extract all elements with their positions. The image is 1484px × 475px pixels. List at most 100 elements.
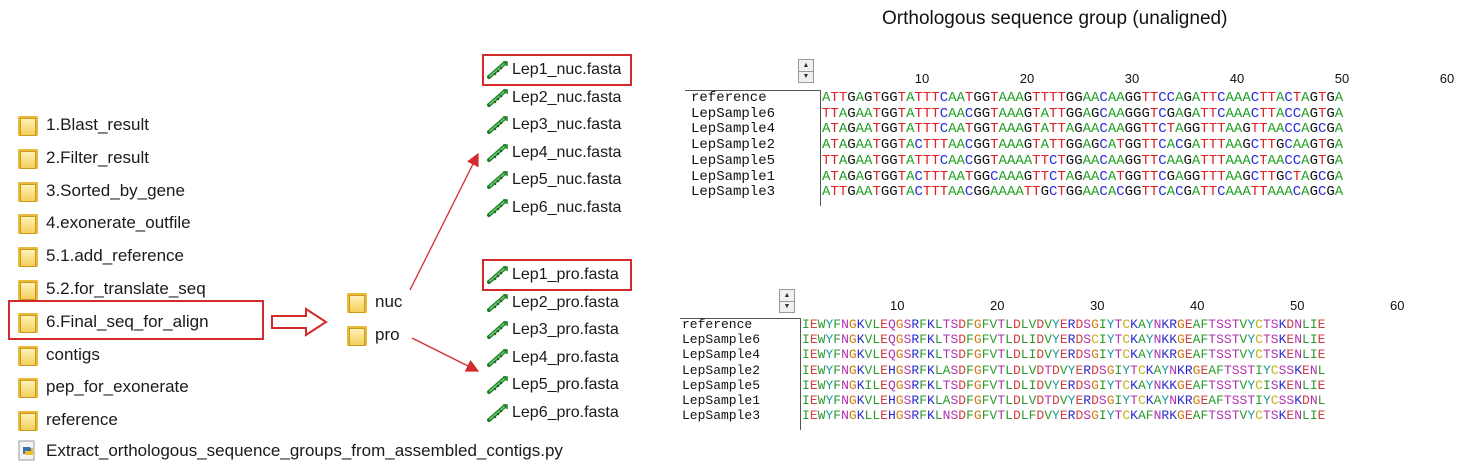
fasta-file-item[interactable]: Lep3_nuc.fasta — [487, 113, 621, 137]
folder-item[interactable]: 2.Filter_result — [18, 145, 149, 171]
folder-icon — [347, 324, 367, 346]
sequence-name[interactable]: LepSample6 — [682, 332, 761, 348]
sequence-row: IEWYFNGKILEQGSRFKLTSDFGFVTLDLIDVYERDSGIY… — [802, 377, 1326, 393]
fasta-file-item[interactable]: Lep2_pro.fasta — [487, 291, 619, 315]
fasta-file-icon — [487, 143, 508, 162]
scroll-spinner[interactable]: ▲ ▼ — [798, 59, 814, 83]
arrow-to-nuc-files — [409, 152, 479, 291]
folder-item[interactable]: pep_for_exonerate — [18, 374, 189, 400]
folder-icon — [18, 114, 38, 136]
fasta-file-icon — [487, 266, 508, 284]
fasta-file-label: Lep6_nuc.fasta — [512, 199, 622, 216]
sequence-name[interactable]: LepSample5 — [691, 152, 776, 169]
sequence-row: IEWYFNGKVLEQGSRFKLTSDFGFVTLDLVDVYERDSGIY… — [802, 317, 1326, 332]
fasta-file-label: Lep2_nuc.fasta — [512, 88, 622, 106]
fasta-file-icon — [487, 404, 508, 422]
folder-icon — [18, 376, 38, 399]
folder-item[interactable]: contigs — [18, 342, 100, 368]
folder-item[interactable]: 3.Sorted_by_gene — [18, 178, 185, 204]
highlight-final-seq-folder — [8, 300, 264, 340]
folder-item[interactable]: 5.2.for_translate_seq — [18, 276, 206, 302]
folder-icon — [347, 291, 367, 313]
sequence-name[interactable]: LepSample6 — [691, 105, 776, 122]
fasta-file-icon — [487, 293, 508, 312]
sequence-name[interactable]: LepSample2 — [691, 137, 776, 154]
ruler-label: 20 — [990, 298, 1005, 313]
folder-item[interactable]: 4.exonerate_outfile — [18, 210, 191, 236]
ruler-label: 30 — [1124, 71, 1140, 86]
fasta-file-label: Lep1_pro.fasta — [512, 266, 619, 283]
nucleotide-alignment-viewer[interactable]: ▲ ▼ 10 20 30 40 50 60 reference ATTGAGTGGTATTTCAA… — [685, 55, 1480, 215]
ruler-label: 50 — [1290, 298, 1305, 313]
fasta-file-label: Lep6_pro.fasta — [512, 404, 619, 421]
sequence-name[interactable]: reference — [691, 90, 767, 106]
python-script-label: Extract_orthologous_sequence_groups_from… — [46, 441, 563, 460]
fasta-file-label: Lep4_nuc.fasta — [512, 143, 622, 161]
spin-down-icon[interactable]: ▼ — [783, 303, 791, 310]
hollow-right-arrow-icon — [271, 307, 328, 337]
fasta-file-item[interactable]: Lep3_pro.fasta — [487, 318, 619, 342]
folder-item[interactable]: 1.Blast_result — [18, 112, 149, 138]
alignment-heading: Orthologous sequence group (unaligned) — [882, 8, 1228, 29]
folder-item[interactable]: reference — [18, 407, 118, 433]
fasta-file-label: Lep4_pro.fasta — [512, 348, 619, 366]
subfolder-item-pro[interactable]: pro — [347, 322, 400, 348]
sequence-name[interactable]: LepSample2 — [682, 362, 761, 378]
spin-up-icon[interactable]: ▲ — [780, 290, 794, 302]
spin-down-icon[interactable]: ▼ — [802, 73, 810, 80]
sequence-names-panel — [680, 318, 801, 431]
fasta-file-label: Lep2_pro.fasta — [512, 293, 619, 311]
spin-up-icon[interactable]: ▲ — [799, 60, 813, 72]
fasta-file-icon — [487, 321, 508, 340]
fasta-file-label: Lep5_nuc.fasta — [512, 171, 622, 189]
fasta-file-label: Lep3_nuc.fasta — [512, 116, 622, 134]
sequence-name[interactable]: LepSample3 — [682, 408, 761, 424]
folder-item[interactable]: 6.Final_seq_for_align — [18, 309, 209, 335]
folder-icon — [18, 311, 38, 333]
folder-icon — [18, 180, 38, 202]
fasta-file-label: Lep1_nuc.fasta — [512, 61, 622, 78]
ruler-label: 50 — [1334, 71, 1350, 86]
folder-label: contigs — [46, 344, 100, 364]
fasta-file-item[interactable]: Lep6_nuc.fasta — [487, 196, 621, 220]
folder-icon — [18, 212, 38, 235]
sequence-name[interactable]: LepSample1 — [682, 393, 761, 408]
scroll-spinner[interactable]: ▲ ▼ — [779, 289, 795, 313]
fasta-file-item[interactable]: Lep4_nuc.fasta — [487, 141, 621, 165]
folder-label: 4.exonerate_outfile — [46, 213, 191, 233]
subfolder-item-nuc[interactable]: nuc — [347, 289, 402, 315]
sequence-row: ATTGAATGGTACTTTAACGGAAAATTGCTGGAACACGGTT… — [822, 185, 1344, 201]
fasta-file-icon — [487, 61, 508, 79]
ruler-label: 20 — [1019, 71, 1035, 86]
folder-label: 5.2.for_translate_seq — [46, 279, 206, 298]
sequence-name[interactable]: LepSample1 — [691, 168, 776, 185]
sequence-row: ATAGAATGGTATTTCAATGGTAAAGTATTAGAACAAGGTT… — [822, 122, 1344, 138]
fasta-file-item[interactable]: Lep4_pro.fasta — [487, 346, 619, 370]
sequence-name[interactable]: LepSample4 — [682, 347, 761, 363]
sequence-name[interactable]: LepSample3 — [691, 184, 776, 201]
sequence-row: IEWYFNGKLLEHGSRFKLNSDFGFVTLDLFDVYERDSGIY… — [802, 408, 1326, 424]
subfolder-label: pro — [375, 325, 400, 344]
sequence-row: ATAGAGTGGTACTTTAATGGCAAAGTTCTAGAACATGGTT… — [822, 169, 1344, 185]
fasta-file-item[interactable]: Lep5_nuc.fasta — [487, 168, 621, 192]
protein-alignment-viewer[interactable]: ▲ ▼ 10 20 30 40 50 60 reference IEWYFNGKVLEQGSRFK… — [680, 285, 1480, 440]
fasta-file-label: Lep5_pro.fasta — [512, 376, 619, 394]
sequence-name[interactable]: LepSample4 — [691, 121, 776, 138]
folder-icon — [18, 409, 38, 432]
fasta-file-item[interactable]: Lep5_pro.fasta — [487, 373, 619, 397]
fasta-file-item[interactable]: Lep1_pro.fasta — [487, 263, 619, 287]
folder-icon — [18, 278, 38, 300]
folder-item[interactable]: 5.1.add_reference — [18, 243, 184, 269]
fasta-file-label: Lep3_pro.fasta — [512, 321, 619, 339]
sequence-name[interactable]: LepSample5 — [682, 377, 761, 393]
sequence-name[interactable]: reference — [682, 317, 753, 332]
fasta-file-item[interactable]: Lep2_nuc.fasta — [487, 86, 621, 110]
ruler-label: 40 — [1190, 298, 1205, 313]
python-script-file[interactable]: Extract_orthologous_sequence_groups_from… — [18, 438, 563, 464]
ruler-label: 10 — [890, 298, 905, 313]
sequence-row: TTAGAATGGTATTTCAACGGTAAAGTATTGGAGCAAGGGT… — [822, 106, 1344, 122]
fasta-file-item[interactable]: Lep1_nuc.fasta — [487, 58, 621, 82]
folder-label: 5.1.add_reference — [46, 246, 184, 266]
fasta-file-item[interactable]: Lep6_pro.fasta — [487, 401, 619, 425]
python-file-icon — [18, 440, 35, 461]
